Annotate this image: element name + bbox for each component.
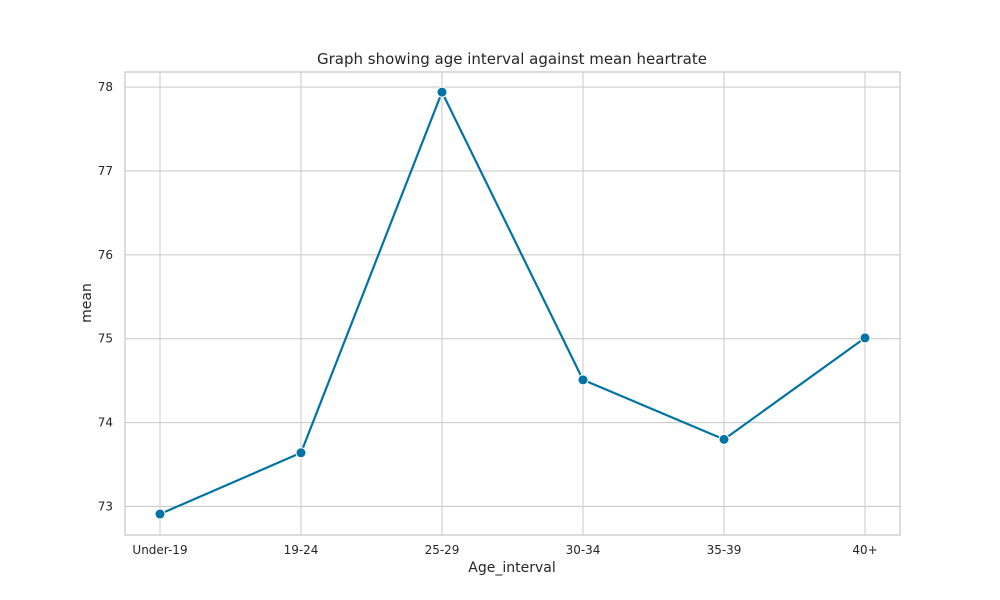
y-tick-label: 73: [98, 499, 113, 513]
x-tick-label: 25-29: [425, 543, 460, 557]
chart-title: Graph showing age interval against mean …: [317, 50, 707, 68]
x-tick-label: 19-24: [284, 543, 319, 557]
data-point-40-: [859, 332, 871, 344]
x-tick-label: 30-34: [566, 543, 601, 557]
y-tick-label: 75: [98, 332, 113, 346]
grid-lines: [125, 72, 900, 535]
y-tick-labels: 73 74 75 76 77 78: [98, 80, 113, 513]
x-axis-label: Age_interval: [468, 560, 555, 576]
data-point-30-34: [577, 374, 589, 386]
x-tick-label: Under-19: [132, 543, 187, 557]
x-tick-label: 40+: [852, 543, 877, 557]
y-tick-label: 77: [98, 164, 113, 178]
series-line: [159, 91, 866, 516]
data-point-25-29: [436, 86, 448, 98]
x-tick-label: 35-39: [707, 543, 742, 557]
y-tick-label: 76: [98, 248, 113, 262]
data-point-19-24: [295, 447, 307, 459]
data-point-35-39: [718, 433, 730, 445]
x-tick-labels: Under-19 19-24 25-29 30-34 35-39 40+: [132, 543, 877, 557]
y-tick-label: 78: [98, 80, 113, 94]
data-markers: [154, 86, 871, 520]
plot-frame: [124, 71, 901, 536]
y-tick-label: 74: [98, 416, 113, 430]
data-point-under-19: [154, 508, 166, 520]
y-axis-label: mean: [79, 283, 95, 323]
